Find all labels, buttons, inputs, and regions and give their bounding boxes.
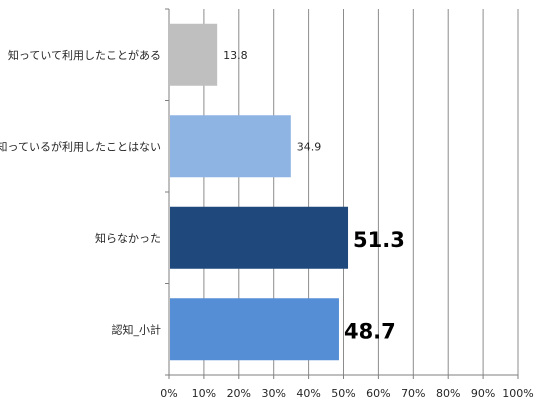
value-label-4: 48.7 <box>344 319 396 343</box>
x-tick-label-30: 30% <box>261 387 285 400</box>
x-tick-label-70: 70% <box>401 387 425 400</box>
bar-2 <box>170 115 291 178</box>
bar-4 <box>170 298 339 361</box>
bars <box>170 23 349 361</box>
x-tick-label-90: 90% <box>471 387 495 400</box>
labels: 知っていて利用したことがある 13.8 知っているが利用したことはない 34.9 知らな… <box>0 48 534 400</box>
x-tick-label-40: 40% <box>296 387 320 400</box>
value-label-1: 13.8 <box>223 49 248 62</box>
x-tick-label-10: 10% <box>192 387 216 400</box>
value-label-2: 34.9 <box>297 140 322 153</box>
bar-3 <box>170 206 349 269</box>
category-label-1: 知っていて利用したことがある <box>8 48 161 62</box>
value-label-3: 51.3 <box>353 228 405 252</box>
x-tick-label-80: 80% <box>436 387 460 400</box>
category-label-4: 認知_小計 <box>112 322 162 336</box>
x-tick-label-50: 50% <box>331 387 355 400</box>
x-tick-label-0: 0% <box>160 387 177 400</box>
x-tick-label-60: 60% <box>366 387 390 400</box>
category-label-3: 知らなかった <box>95 231 161 245</box>
bar-1 <box>170 23 218 86</box>
axes <box>165 8 519 379</box>
x-tick-label-20: 20% <box>227 387 251 400</box>
gridlines <box>203 9 519 375</box>
x-tick-label-100: 100% <box>502 387 533 400</box>
category-label-2: 知っているが利用したことはない <box>0 139 161 153</box>
